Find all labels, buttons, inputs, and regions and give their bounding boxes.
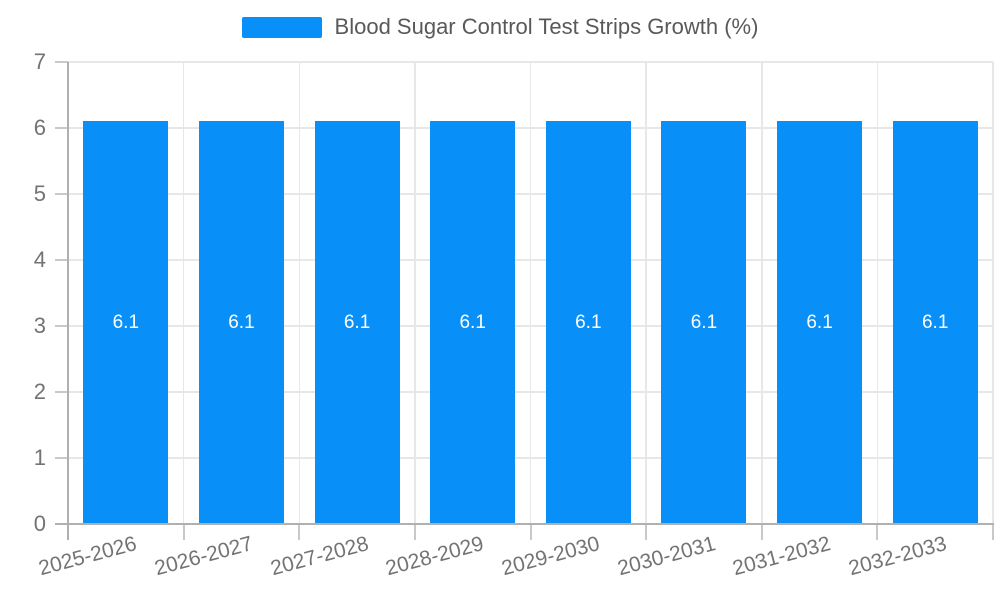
x-gridline: [876, 62, 879, 524]
x-axis-tick: [645, 524, 648, 540]
x-axis-tick: [876, 524, 879, 540]
legend-label: Blood Sugar Control Test Strips Growth (…: [334, 14, 759, 39]
bar: 6.1: [83, 121, 169, 524]
bar: 6.1: [198, 121, 284, 524]
y-axis-tick-label: 7: [33, 49, 46, 74]
x-axis-tick: [182, 524, 185, 540]
y-axis-tick: [55, 457, 68, 459]
x-axis-tick: [298, 524, 301, 540]
y-axis-tick-label: 0: [33, 511, 46, 536]
x-gridline: [529, 62, 532, 524]
y-axis-tick: [55, 127, 68, 129]
x-axis-tick: [760, 524, 763, 540]
x-axis-tick: [529, 524, 532, 540]
bar-value-label: 6.1: [921, 311, 949, 333]
bar-value-label: 6.1: [690, 311, 718, 333]
bar: 6.1: [314, 121, 400, 524]
y-axis-line: [67, 62, 69, 540]
y-axis-tick: [55, 391, 68, 393]
legend-marker: [241, 16, 322, 38]
bar-value-label: 6.1: [806, 311, 833, 333]
y-axis-tick-label: 6: [33, 115, 46, 140]
x-gridline: [761, 62, 763, 524]
x-axis-tick: [413, 524, 416, 540]
x-axis-tick-label: 2029-2030: [499, 532, 603, 581]
y-axis-tick-label: 5: [33, 181, 46, 206]
x-gridline: [645, 62, 647, 524]
x-gridline: [414, 62, 416, 524]
y-axis-tick-label: 2: [33, 379, 46, 404]
x-gridline: [182, 62, 185, 524]
y-axis-tick: [55, 193, 68, 195]
y-axis-tick: [55, 259, 68, 261]
y-axis-tick: [55, 61, 68, 63]
bar: 6.1: [430, 121, 516, 524]
x-axis-tick-label: 2028-2029: [383, 532, 487, 581]
x-gridline: [298, 62, 300, 524]
y-axis-tick-label: 1: [33, 445, 46, 470]
y-axis-tick-label: 4: [33, 247, 46, 272]
x-axis-line: [55, 523, 994, 525]
x-gridline: [992, 62, 994, 524]
bar-value-label: 6.1: [459, 311, 486, 333]
x-axis-tick-label: 2027-2028: [267, 532, 371, 581]
bar: 6.1: [545, 121, 631, 524]
x-axis-tick: [992, 524, 994, 540]
bar-value-label: 6.1: [228, 311, 255, 333]
bar: 6.1: [661, 121, 747, 524]
y-axis-tick: [55, 325, 68, 327]
bar-value-label: 6.1: [343, 311, 371, 333]
x-axis-tick-label: 2031-2032: [730, 532, 834, 581]
y-axis-tick-label: 3: [33, 313, 46, 338]
bar: 6.1: [892, 121, 978, 524]
x-axis-tick-label: 2032-2033: [845, 532, 949, 581]
bar-value-label: 6.1: [112, 311, 140, 333]
x-axis-tick-label: 2025-2026: [36, 532, 140, 581]
x-axis-tick-label: 2030-2031: [614, 532, 718, 581]
bar-value-label: 6.1: [575, 311, 602, 333]
legend[interactable]: Blood Sugar Control Test Strips Growth (…: [0, 14, 1000, 40]
x-axis-tick-label: 2026-2027: [152, 532, 256, 581]
bar: 6.1: [777, 121, 863, 524]
